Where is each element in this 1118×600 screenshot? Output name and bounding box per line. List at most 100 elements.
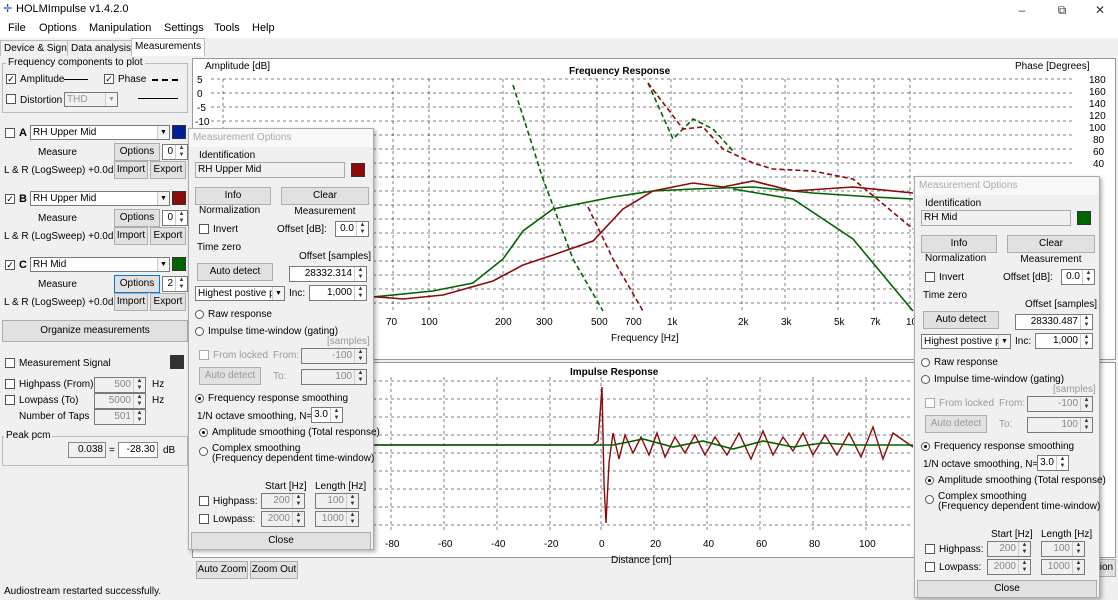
dialog-b-highpass-checkbox[interactable] <box>199 496 209 506</box>
dialog-b-amp-smoothing-radio[interactable] <box>199 428 208 437</box>
dialog-b-lp-start[interactable]: 2000 ▲ ▼ <box>261 511 305 527</box>
menu-settings[interactable]: Settings <box>164 22 204 34</box>
dialog-c-from-locked-checkbox[interactable] <box>925 398 935 408</box>
dialog-c-close-button[interactable]: Close <box>917 580 1097 598</box>
dialog-c-color[interactable] <box>1077 211 1091 225</box>
dialog-c-clear-button[interactable]: Clear Measurement <box>1007 235 1095 265</box>
tab-data-analysis[interactable]: Data analysis <box>67 40 136 56</box>
dialog-b-detect-mode-select[interactable]: Highest postive pe ▼ <box>195 286 285 301</box>
dialog-c-hp-length[interactable]: 100 ▲ ▼ <box>1041 541 1085 557</box>
dialog-c-octave-spin[interactable]: 3.0 ▲ ▼ <box>1037 455 1069 471</box>
dialog-c-highpass-checkbox[interactable] <box>925 544 935 554</box>
measurement-a-spin[interactable]: 0 ▲ ▼ <box>162 144 188 160</box>
dialog-c-name-field[interactable]: RH Mid <box>921 210 1071 226</box>
amplitude-checkbox[interactable]: ✓ <box>6 74 16 84</box>
measurement-a-measure[interactable]: Measure <box>38 147 77 158</box>
dialog-b-lowpass-checkbox[interactable] <box>199 514 209 524</box>
measurement-b-measure[interactable]: Measure <box>38 213 77 224</box>
dialog-b-name-field[interactable]: RH Upper Mid <box>195 162 345 178</box>
dialog-c-lowpass-checkbox[interactable] <box>925 562 935 572</box>
highpass-spin[interactable]: 500 ▲ ▼ <box>94 377 146 393</box>
menu-file[interactable]: File <box>8 22 26 34</box>
dialog-c-detect-mode-select[interactable]: Highest postive pe ▼ <box>921 334 1011 349</box>
dialog-b-to-spin[interactable]: 100 ▲ ▼ <box>301 369 367 385</box>
zoom-out-button[interactable]: Zoom Out <box>250 561 298 579</box>
dialog-b-offset-db[interactable]: 0.0 ▲ ▼ <box>335 221 369 237</box>
dialog-b-invert-checkbox[interactable] <box>199 224 209 234</box>
dialog-c-lp-length[interactable]: 1000 ▲ ▼ <box>1041 559 1085 575</box>
close-window-button[interactable]: ✕ <box>1094 3 1106 17</box>
dialog-b-freq-smoothing-radio[interactable] <box>195 394 204 403</box>
measurement-a-import-button[interactable]: Import <box>114 161 148 179</box>
dialog-c-gating-radio[interactable] <box>921 375 930 384</box>
measurement-a-color[interactable] <box>172 125 186 139</box>
dialog-c-lp-start[interactable]: 2000 ▲ ▼ <box>987 559 1031 575</box>
menu-manipulation[interactable]: Manipulation <box>89 22 152 34</box>
measurement-c-import-button[interactable]: Import <box>114 293 148 311</box>
measurement-a-export-button[interactable]: Export <box>150 161 186 179</box>
dialog-b-color[interactable] <box>351 163 365 177</box>
highpass-checkbox[interactable] <box>5 379 15 389</box>
dialog-c-to-spin[interactable]: 100 ▲ ▼ <box>1027 417 1093 433</box>
measurement-b-spin[interactable]: 0 ▲ ▼ <box>162 210 188 226</box>
measurement-c-checkbox[interactable]: ✓ <box>5 260 15 270</box>
taps-spin[interactable]: 501 ▲ ▼ <box>94 409 146 425</box>
dialog-c-hp-start[interactable]: 200 ▲ ▼ <box>987 541 1031 557</box>
dialog-b-gating-radio[interactable] <box>195 327 204 336</box>
dialog-c-freq-smoothing-radio[interactable] <box>921 442 930 451</box>
measurement-c-measure[interactable]: Measure <box>38 279 77 290</box>
dialog-c-complex-smoothing-radio[interactable] <box>925 495 934 504</box>
dialog-b-offset-samples[interactable]: 28332.314 ▲ ▼ <box>289 266 367 282</box>
dialog-c-invert-checkbox[interactable] <box>925 272 935 282</box>
measurement-c-select[interactable]: RH Mid ▼ <box>30 257 170 272</box>
maximize-button[interactable]: ⧉ <box>1057 3 1067 17</box>
dialog-b-raw-radio[interactable] <box>195 310 204 319</box>
measurement-b-select[interactable]: RH Upper Mid ▼ <box>30 191 170 206</box>
dialog-b-hp-length[interactable]: 100 ▲ ▼ <box>315 493 359 509</box>
menu-options[interactable]: Options <box>39 22 77 34</box>
lowpass-spin[interactable]: 5000 ▲ ▼ <box>94 393 146 409</box>
dialog-b-auto-detect-button[interactable]: Auto detect <box>197 263 273 281</box>
measurement-a-select[interactable]: RH Upper Mid ▼ <box>30 125 170 140</box>
dialog-b-complex-smoothing-radio[interactable] <box>199 447 208 456</box>
tab-measurements[interactable]: Measurements <box>131 38 206 56</box>
measurement-b-import-button[interactable]: Import <box>114 227 148 245</box>
lowpass-checkbox[interactable] <box>5 395 15 405</box>
distortion-select[interactable]: THD ▼ <box>64 92 118 107</box>
measurement-signal-color[interactable] <box>170 355 184 369</box>
minimize-button[interactable]: – <box>1018 3 1026 17</box>
measurement-signal-checkbox[interactable] <box>5 358 15 368</box>
measurement-c-spin[interactable]: 2 ▲ ▼ <box>162 276 188 292</box>
distortion-checkbox[interactable] <box>6 94 16 104</box>
dialog-b-close-button[interactable]: Close <box>191 532 371 550</box>
measurement-c-color[interactable] <box>172 257 186 271</box>
dialog-b-from-locked-checkbox[interactable] <box>199 350 209 360</box>
dialog-c-inc[interactable]: 1,000 ▲ ▼ <box>1035 333 1093 349</box>
dialog-c-auto-detect-button[interactable]: Auto detect <box>923 311 999 329</box>
measurement-c-export-button[interactable]: Export <box>150 293 186 311</box>
dialog-b-octave-spin[interactable]: 3.0 ▲ ▼ <box>311 407 343 423</box>
dialog-c-info-button[interactable]: Info <box>921 235 997 253</box>
measurement-a-options-button[interactable]: Options <box>114 143 160 161</box>
dialog-c-gating-auto-detect[interactable]: Auto detect <box>925 415 987 433</box>
measurement-b-color[interactable] <box>172 191 186 205</box>
dialog-c-raw-radio[interactable] <box>921 358 930 367</box>
measurement-b-export-button[interactable]: Export <box>150 227 186 245</box>
dialog-b-clear-button[interactable]: Clear Measurement <box>281 187 369 217</box>
measurement-a-checkbox[interactable] <box>5 128 15 138</box>
dialog-b-from-spin[interactable]: -100 ▲ ▼ <box>301 348 367 364</box>
measurement-c-options-button[interactable]: Options <box>114 275 160 293</box>
auto-zoom-button[interactable]: Auto Zoom <box>196 561 248 579</box>
measurement-b-checkbox[interactable]: ✓ <box>5 194 15 204</box>
organize-measurements-button[interactable]: Organize measurements <box>2 320 188 342</box>
phase-checkbox[interactable]: ✓ <box>104 74 114 84</box>
menu-help[interactable]: Help <box>252 22 275 34</box>
dialog-b-hp-start[interactable]: 200 ▲ ▼ <box>261 493 305 509</box>
menu-tools[interactable]: Tools <box>214 22 240 34</box>
dialog-c-offset-db[interactable]: 0.0 ▲ ▼ <box>1061 269 1095 285</box>
dialog-b-inc[interactable]: 1,000 ▲ ▼ <box>309 285 367 301</box>
dialog-c-offset-samples[interactable]: 28330.487 ▲ ▼ <box>1015 314 1093 330</box>
dialog-b-info-button[interactable]: Info <box>195 187 271 205</box>
dialog-b-gating-auto-detect[interactable]: Auto detect <box>199 367 261 385</box>
dialog-c-from-spin[interactable]: -100 ▲ ▼ <box>1027 396 1093 412</box>
